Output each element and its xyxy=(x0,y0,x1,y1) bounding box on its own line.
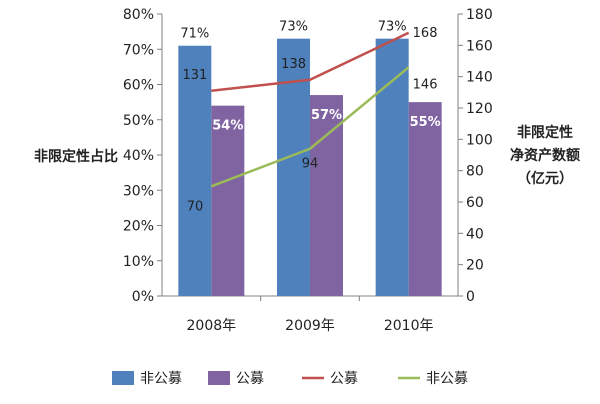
bar-feigongmu xyxy=(375,38,409,297)
right-axis-tick-label: 140 xyxy=(466,70,493,86)
bar-feigongmu xyxy=(178,45,212,296)
bar-data-label: 73% xyxy=(378,20,407,35)
legend-swatch-bar xyxy=(112,371,134,385)
line-data-label: 138 xyxy=(281,57,306,72)
legend-item-label: 公募 xyxy=(236,371,264,387)
right-axis-tick-label: 60 xyxy=(466,195,484,211)
left-axis-tick-label: 30% xyxy=(123,183,154,199)
right-axis-tick-label: 180 xyxy=(466,7,493,23)
right-axis-tick-label: 40 xyxy=(466,226,484,242)
right-axis-tick-label: 160 xyxy=(466,38,493,54)
legend-item-label: 公募 xyxy=(330,371,358,387)
left-axis-tick-label: 60% xyxy=(123,78,154,94)
left-axis-tick-label: 10% xyxy=(123,254,154,270)
bar-data-label: 55% xyxy=(410,115,441,130)
legend-item-label: 非公募 xyxy=(140,371,182,387)
legend-item-label: 非公募 xyxy=(426,371,468,387)
line-feigongmu xyxy=(210,66,410,188)
bar-gongmu xyxy=(310,95,343,296)
line-data-label: 168 xyxy=(413,26,438,41)
right-axis-tick-label: 20 xyxy=(466,258,484,274)
left-axis-title: 非限定性占比 xyxy=(34,148,118,165)
legend: 非公募 公募 公募 非公募 xyxy=(112,371,468,387)
x-axis-tick-label: 2010年 xyxy=(384,318,434,334)
left-axis-tick-label: 20% xyxy=(123,219,154,235)
left-axis-tick-label: 80% xyxy=(123,7,154,23)
line-gongmu xyxy=(211,31,410,93)
right-axis-title-line: 非限定性 xyxy=(517,124,573,141)
right-axis-title-line: （亿元） xyxy=(517,170,573,187)
bar-data-label: 57% xyxy=(311,108,342,123)
right-axis-tick-label: 80 xyxy=(466,164,484,180)
bar-gongmu xyxy=(211,105,245,297)
bar-data-label: 71% xyxy=(180,27,209,42)
left-axis-tick-label: 0% xyxy=(132,289,154,305)
bar-data-label: 54% xyxy=(212,119,243,134)
bar-gongmu xyxy=(408,102,442,296)
data-labels-group: 71% 73% 73% 54% 57% 55% 131 138 168 70 94 146 xyxy=(180,20,440,215)
left-axis-tick-label: 70% xyxy=(123,42,154,58)
right-axis-tick-label: 120 xyxy=(466,101,493,117)
line-data-label: 131 xyxy=(183,68,208,83)
line-data-label: 94 xyxy=(302,157,319,172)
line-data-label: 70 xyxy=(187,199,204,214)
left-axis-tick-label: 40% xyxy=(123,148,154,164)
right-axis-title-line: 净资产数额 xyxy=(510,147,580,164)
right-axis-tick-label: 0 xyxy=(466,289,475,305)
axes-group: 0% 10% 20% 30% 40% 50% 60% 70% 80% 0 20 40 60 80 100 12… xyxy=(34,7,580,334)
right-axis-tick-label: 100 xyxy=(466,132,493,148)
x-axis-tick-label: 2008年 xyxy=(187,318,237,334)
line-data-label: 146 xyxy=(413,77,438,92)
lines-group xyxy=(210,31,410,188)
x-axis-tick-label: 2009年 xyxy=(285,318,335,334)
legend-swatch-bar xyxy=(208,371,230,385)
left-axis-tick-label: 50% xyxy=(123,113,154,129)
bar-data-label: 73% xyxy=(279,20,308,35)
